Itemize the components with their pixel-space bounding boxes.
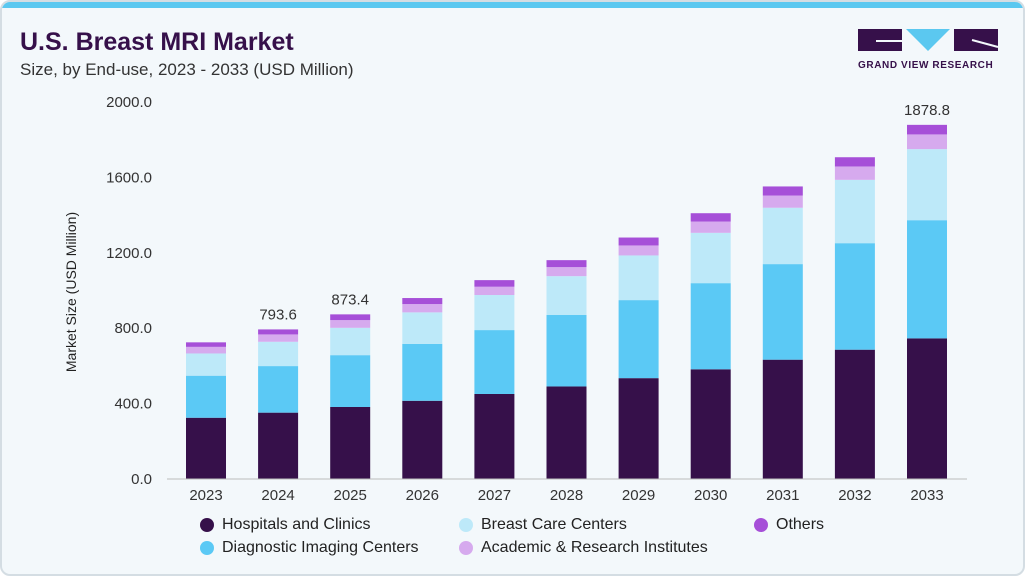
bar-segment-academic-research-institutes-2030 [690,221,731,233]
bar-segment-diagnostic-imaging-centers-2023 [186,375,226,418]
bar-segment-others-2033 [907,124,947,135]
bar-segment-academic-research-institutes-2024 [258,334,299,342]
data-label-total: 1878.8 [904,102,950,119]
bar-segment-diagnostic-imaging-centers-2027 [474,330,515,394]
bar-segment-hospitals-and-clinics-2027 [474,393,515,479]
x-tick-label: 2030 [694,487,727,502]
bar-segment-hospitals-and-clinics-2029 [618,378,659,479]
bar-segment-hospitals-and-clinics-2032 [834,349,875,479]
bar-segment-others-2027 [474,280,515,287]
data-label-total: 873.4 [331,291,369,308]
y-tick-label: 0.0 [131,471,152,488]
x-tick-label: 2027 [478,487,511,502]
bar-segment-breast-care-centers-2026 [402,312,443,344]
bar-segment-breast-care-centers-2023 [186,353,226,376]
bar-segment-diagnostic-imaging-centers-2028 [546,315,587,387]
bar-segment-others-2025 [330,314,371,321]
bar-segment-diagnostic-imaging-centers-2025 [330,355,371,407]
legend-label: Diagnostic Imaging Centers [222,539,419,556]
bar-segment-academic-research-institutes-2028 [546,267,587,277]
y-tick-label: 400.0 [114,396,152,413]
bar-segment-diagnostic-imaging-centers-2026 [402,343,443,401]
chart-title: U.S. Breast MRI Market [20,28,294,56]
legend-label: Academic & Research Institutes [481,539,708,556]
bar-segment-academic-research-institutes-2026 [402,304,443,313]
bar-segment-breast-care-centers-2032 [834,179,875,244]
bar-segment-academic-research-institutes-2023 [186,346,226,354]
bar-segment-academic-research-institutes-2029 [618,245,659,256]
legend-item: Academic & Research Institutes [459,539,708,557]
bar-segment-breast-care-centers-2027 [474,295,515,331]
bar-segment-breast-care-centers-2025 [330,327,371,356]
bar-segment-diagnostic-imaging-centers-2033 [907,220,947,339]
legend-swatch-icon [459,541,473,555]
x-tick-label: 2029 [622,487,655,502]
y-axis-label: Market Size (USD Million) [63,212,79,372]
bar-segment-academic-research-institutes-2027 [474,286,515,296]
bar-segment-academic-research-institutes-2025 [330,320,371,328]
x-tick-label: 2031 [766,487,799,502]
legend-label: Hospitals and Clinics [222,516,371,533]
bar-segment-breast-care-centers-2024 [258,341,299,367]
bar-segment-others-2026 [402,298,443,305]
chart-subtitle: Size, by End-use, 2023 - 2033 (USD Milli… [20,60,354,79]
bar-segment-hospitals-and-clinics-2026 [402,400,443,479]
top-accent-stripe [2,2,1023,8]
bar-segment-others-2031 [762,186,803,196]
bar-segment-others-2024 [258,329,299,335]
bar-segment-diagnostic-imaging-centers-2030 [690,283,731,370]
bar-segment-hospitals-and-clinics-2023 [186,417,226,479]
x-tick-label: 2023 [189,487,222,502]
bar-segment-diagnostic-imaging-centers-2032 [834,243,875,350]
y-tick-label: 1600.0 [106,169,152,186]
legend-swatch-icon [459,518,473,532]
x-tick-label: 2033 [910,487,943,502]
bar-segment-diagnostic-imaging-centers-2031 [762,264,803,360]
bar-segment-hospitals-and-clinics-2025 [330,406,371,479]
legend-label: Breast Care Centers [481,516,627,533]
bar-segment-others-2028 [546,260,587,268]
bar-segment-others-2023 [186,342,226,347]
bar-segment-others-2032 [834,157,875,167]
bar-segment-hospitals-and-clinics-2033 [907,338,947,479]
y-tick-label: 800.0 [114,320,152,337]
bar-segment-others-2029 [618,237,659,246]
x-tick-label: 2026 [406,487,439,502]
legend-item: Diagnostic Imaging Centers [200,539,419,557]
legend-item: Breast Care Centers [459,516,627,534]
bar-segment-breast-care-centers-2033 [907,149,947,221]
bar-segment-hospitals-and-clinics-2030 [690,369,731,479]
stacked-bar-chart: Market Size (USD Million) 0.0 400.0 800.0 1… [63,94,967,502]
data-label-total: 793.6 [259,306,297,323]
bar-segment-academic-research-institutes-2033 [907,134,947,150]
x-tick-label: 2024 [261,487,294,502]
legend-item: Others [754,516,824,534]
bar-segment-diagnostic-imaging-centers-2024 [258,366,299,413]
legend-label: Others [776,516,825,533]
bar-segment-academic-research-institutes-2032 [834,166,875,180]
x-tick-label: 2025 [334,487,367,502]
x-tick-label: 2032 [838,487,871,502]
legend-swatch-icon [200,541,214,555]
legend-swatch-icon [754,518,768,532]
logo-text: GRAND VIEW RESEARCH [858,60,994,71]
y-tick-label: 1200.0 [106,245,152,262]
y-tick-label: 2000.0 [106,94,152,111]
bar-segment-hospitals-and-clinics-2028 [546,386,587,479]
bar-segment-breast-care-centers-2028 [546,276,587,316]
legend-swatch-icon [200,518,214,532]
legend-item: Hospitals and Clinics [200,516,371,534]
bar-segment-breast-care-centers-2030 [690,232,731,284]
x-tick-label: 2028 [550,487,583,502]
bar-segment-breast-care-centers-2031 [762,207,803,265]
bar-segment-others-2030 [690,213,731,222]
bar-segment-breast-care-centers-2029 [618,255,659,301]
grand-view-research-logo [858,29,999,51]
bar-segment-hospitals-and-clinics-2024 [258,412,299,479]
bar-segment-hospitals-and-clinics-2031 [762,359,803,479]
bar-segment-diagnostic-imaging-centers-2029 [618,300,659,379]
bar-segment-academic-research-institutes-2031 [762,195,803,208]
